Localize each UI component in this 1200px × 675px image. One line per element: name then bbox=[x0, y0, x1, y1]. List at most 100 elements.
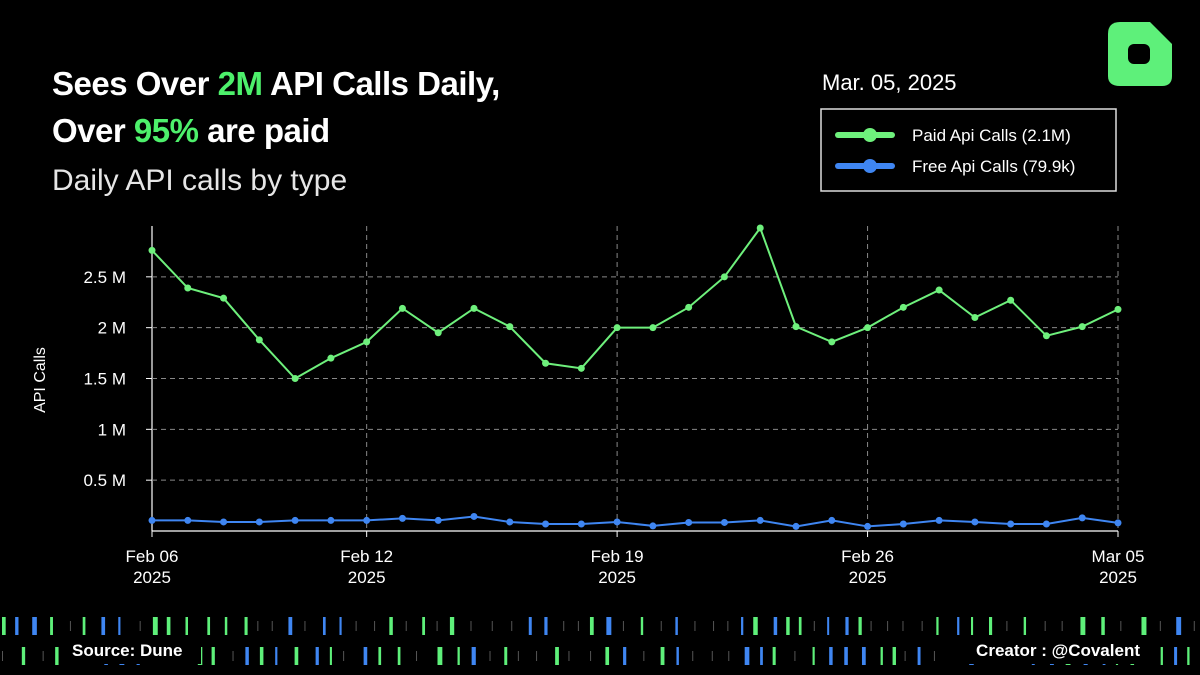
decor-bar bbox=[880, 647, 883, 665]
decor-bar bbox=[355, 621, 357, 631]
decor-bar bbox=[244, 617, 248, 635]
data-point bbox=[1042, 520, 1050, 528]
decor-bar bbox=[590, 651, 592, 661]
x-tick-label: 2025 bbox=[133, 568, 171, 587]
data-point bbox=[971, 314, 979, 321]
data-point bbox=[434, 329, 442, 337]
x-tick-label: Mar 05 bbox=[1092, 547, 1145, 566]
decor-bar bbox=[1044, 621, 1046, 631]
decor-bar bbox=[416, 651, 418, 661]
title-highlight: 95% bbox=[134, 112, 199, 149]
decor-bar bbox=[271, 621, 273, 631]
data-point bbox=[1042, 332, 1050, 340]
data-point bbox=[506, 518, 514, 526]
decor-bar bbox=[870, 621, 872, 631]
decor-bar bbox=[422, 617, 426, 635]
title-text: are paid bbox=[207, 112, 330, 149]
decor-bar bbox=[660, 621, 662, 631]
x-tick-label: Feb 19 bbox=[591, 547, 644, 566]
data-point bbox=[184, 284, 192, 292]
decor-bar bbox=[1006, 621, 1008, 631]
decor-bar bbox=[436, 621, 438, 631]
title-line2: Over 95% are paid bbox=[52, 112, 330, 149]
decor-bar bbox=[185, 617, 189, 635]
decor-bar bbox=[921, 621, 923, 631]
decor-bar bbox=[166, 617, 171, 635]
decor-bar bbox=[21, 647, 26, 665]
decor-bar bbox=[845, 617, 849, 635]
decor-bar bbox=[675, 617, 678, 635]
decor-bar bbox=[741, 617, 744, 635]
title-text: Over bbox=[52, 112, 126, 149]
data-point bbox=[506, 323, 514, 331]
data-point bbox=[649, 522, 657, 530]
data-point bbox=[577, 364, 585, 372]
y-tick-label: 0.5 M bbox=[83, 471, 126, 490]
decor-bar bbox=[528, 617, 532, 635]
data-point bbox=[255, 336, 263, 344]
decor-bar bbox=[257, 621, 259, 631]
legend-label: Free Api Calls (79.9k) bbox=[912, 157, 1075, 176]
x-tick-label: 2025 bbox=[849, 568, 887, 587]
decor-bar bbox=[760, 647, 763, 665]
data-point bbox=[720, 273, 728, 281]
decor-bar bbox=[694, 621, 696, 631]
decor-bar bbox=[773, 617, 778, 635]
data-point bbox=[434, 516, 442, 524]
data-point bbox=[685, 518, 693, 526]
decor-bar bbox=[640, 617, 644, 635]
decor-bar bbox=[692, 651, 694, 661]
data-point bbox=[255, 518, 263, 526]
data-point bbox=[1114, 305, 1122, 313]
decor-bar bbox=[827, 617, 830, 635]
decor-bar bbox=[713, 621, 715, 631]
decor-bar bbox=[15, 617, 19, 635]
decor-bar bbox=[374, 621, 376, 631]
data-point bbox=[327, 354, 335, 362]
decor-bar bbox=[504, 647, 508, 665]
decor-bar bbox=[1187, 647, 1190, 665]
decor-bar bbox=[892, 647, 896, 665]
legend-swatch-dot bbox=[863, 159, 877, 173]
data-point bbox=[685, 303, 693, 311]
x-tick-label: 2025 bbox=[1099, 568, 1137, 587]
y-tick-label: 2.5 M bbox=[83, 268, 126, 287]
data-point bbox=[1078, 514, 1086, 522]
decor-bar bbox=[744, 647, 750, 665]
decor-bar bbox=[304, 621, 306, 631]
decor-bar bbox=[378, 647, 382, 665]
decor-bar bbox=[207, 617, 211, 635]
decor-bar bbox=[989, 617, 993, 635]
decor-bar bbox=[245, 647, 249, 665]
decor-bar bbox=[936, 617, 939, 635]
data-point bbox=[291, 375, 299, 382]
decor-bar bbox=[101, 617, 106, 635]
data-point bbox=[720, 518, 728, 526]
data-point bbox=[828, 338, 836, 346]
y-axis-label: API Calls bbox=[32, 347, 49, 413]
title-line1: Sees Over 2M API Calls Daily, bbox=[52, 65, 500, 102]
legend-swatch-dot bbox=[863, 128, 877, 142]
data-point bbox=[756, 516, 764, 524]
data-point bbox=[363, 516, 371, 524]
decor-bar bbox=[118, 617, 121, 635]
data-point bbox=[756, 224, 764, 232]
decor-bar bbox=[622, 621, 624, 631]
decor-bar bbox=[517, 651, 519, 661]
data-point bbox=[613, 518, 621, 526]
data-point bbox=[864, 522, 872, 530]
data-point bbox=[899, 303, 907, 311]
data-point bbox=[577, 520, 585, 528]
decor-bar bbox=[211, 647, 215, 665]
data-point bbox=[220, 518, 228, 526]
decor-bar bbox=[623, 647, 627, 665]
data-point bbox=[1078, 323, 1086, 331]
decor-bar bbox=[786, 617, 790, 635]
data-point bbox=[935, 516, 943, 524]
data-point bbox=[291, 516, 299, 524]
decor-bar bbox=[829, 647, 833, 665]
decor-bar bbox=[1193, 621, 1195, 631]
legend-box bbox=[820, 108, 1117, 192]
